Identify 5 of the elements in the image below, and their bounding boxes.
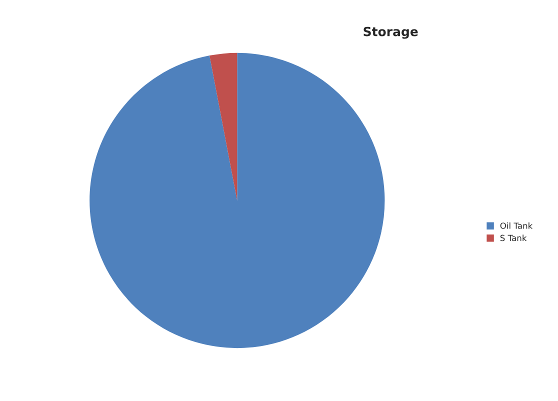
legend-label: Oil Tank [500,222,533,229]
pie-slice [210,52,238,200]
legend-label: S Tank [500,234,527,242]
pie-slice [90,52,385,348]
chart-title: Storage [364,26,418,39]
